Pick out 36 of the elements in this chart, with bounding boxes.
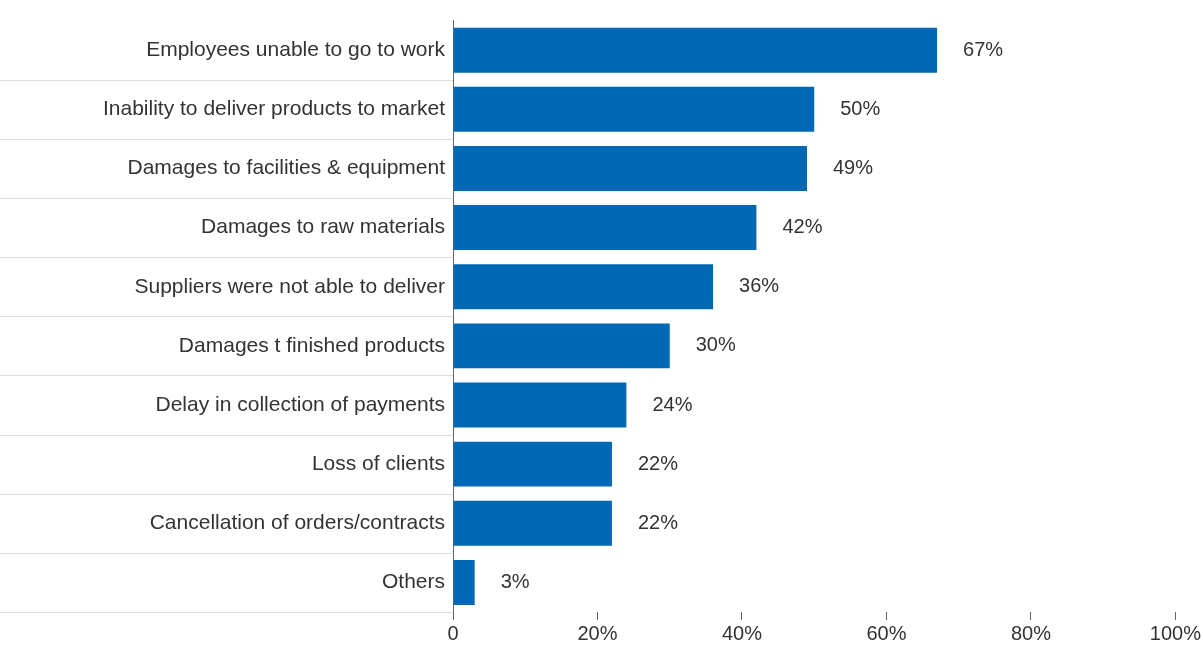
data-label: 49% xyxy=(832,155,874,178)
x-tick-label: 100% xyxy=(1149,621,1202,644)
data-label: 3% xyxy=(500,569,530,592)
data-label: 22% xyxy=(637,510,679,533)
bar xyxy=(453,500,612,546)
y-tick-label: Inability to deliver products to market xyxy=(103,96,446,120)
bar xyxy=(453,27,938,73)
data-label: 24% xyxy=(652,392,693,415)
data-label: 50% xyxy=(840,96,881,119)
x-tick-label: 20% xyxy=(577,621,618,644)
bar xyxy=(453,205,757,251)
bar xyxy=(453,559,475,605)
y-tick-label: Cancellation of orders/contracts xyxy=(149,510,445,534)
x-tick-label: 40% xyxy=(721,621,763,644)
y-tick-label: Damages to raw materials xyxy=(201,214,445,238)
bar xyxy=(453,264,714,310)
y-tick-label: Loss of clients xyxy=(311,450,445,474)
data-label: 42% xyxy=(782,215,823,238)
bar xyxy=(453,86,815,132)
bar xyxy=(453,145,807,191)
bar xyxy=(453,441,612,487)
data-label: 67% xyxy=(963,37,1004,60)
y-tick-label: Employees unable to go to work xyxy=(146,36,446,60)
data-label: 36% xyxy=(739,274,780,297)
x-tick-label: 80% xyxy=(1010,621,1052,644)
bar xyxy=(453,323,670,369)
y-tick-label: Delay in collection of payments xyxy=(155,391,445,415)
y-tick-label: Others xyxy=(381,569,445,593)
x-tick-label: 60% xyxy=(866,621,907,644)
data-label: 30% xyxy=(695,333,736,356)
y-tick-label: Damages to facilities & equipment xyxy=(127,155,446,179)
data-label: 22% xyxy=(637,451,679,474)
bar xyxy=(453,382,627,428)
y-tick-label: Suppliers were not able to deliver xyxy=(134,273,445,297)
x-tick-label: 0 xyxy=(447,621,459,644)
y-tick-label: Damages t finished products xyxy=(178,332,445,356)
